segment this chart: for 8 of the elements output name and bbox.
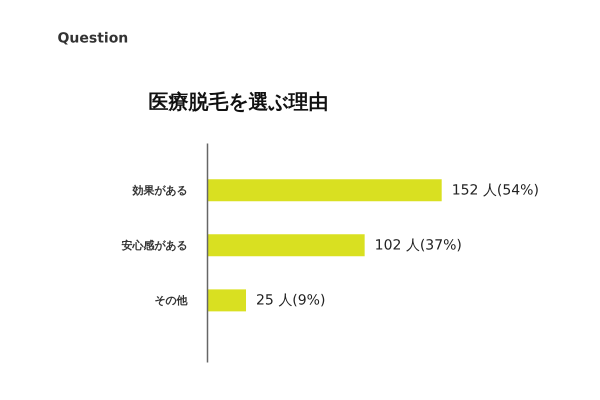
data-label: 152 人(54%) bbox=[452, 182, 539, 198]
data-label: 25 人(9%) bbox=[256, 292, 326, 308]
y-tick-label: 安心感がある bbox=[122, 238, 188, 252]
chart-title: 医療脱毛を選ぶ理由 bbox=[148, 90, 328, 114]
text: Question bbox=[58, 30, 128, 46]
y-tick-label: 効果がある bbox=[132, 184, 188, 197]
y-tick-label: その他 bbox=[154, 294, 188, 307]
data-label: 102 人(37%) bbox=[374, 237, 462, 254]
